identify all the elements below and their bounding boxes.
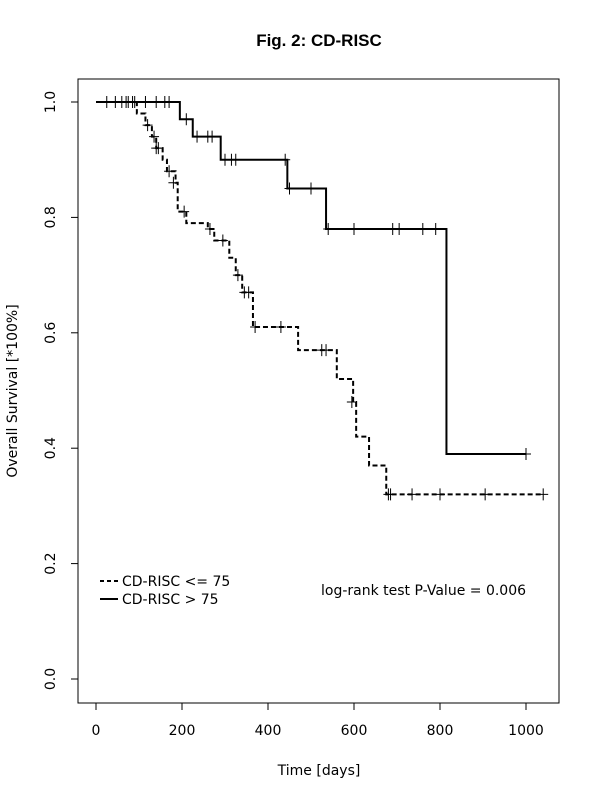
x-axis-label: Time [days] xyxy=(277,763,361,779)
censor-mark xyxy=(230,153,241,166)
plot-frame xyxy=(77,78,560,704)
log-rank-annotation: log-rank test P-Value = 0.006 xyxy=(321,583,526,599)
censor-mark xyxy=(346,396,357,409)
censor-mark xyxy=(538,488,549,501)
x-tick-label: 1000 xyxy=(508,723,544,739)
series-line-1 xyxy=(96,101,526,455)
censor-mark xyxy=(168,176,179,189)
censor-mark xyxy=(181,113,192,126)
censor-mark xyxy=(321,344,332,357)
censor-mark xyxy=(232,269,243,282)
censor-mark xyxy=(435,488,445,501)
x-tick-label: 0 xyxy=(92,723,101,739)
censor-mark xyxy=(385,488,396,501)
censor-mark xyxy=(192,130,203,143)
y-axis: 0.0 0.2 0.4 0.6 0.8 1.0 xyxy=(43,91,79,690)
legend: CD-RISC <= 75 CD-RISC > 75 xyxy=(100,574,230,608)
censor-mark xyxy=(217,234,228,247)
censor-mark xyxy=(243,286,254,299)
censor-mark xyxy=(204,222,215,235)
censor-mark xyxy=(430,222,441,235)
x-tick-label: 600 xyxy=(341,723,368,739)
censor-mark xyxy=(250,321,261,334)
y-tick-label: 0.2 xyxy=(43,552,59,574)
censor-mark xyxy=(417,222,428,235)
censor-mark xyxy=(151,96,162,108)
x-tick-label: 800 xyxy=(427,723,454,739)
censor-mark xyxy=(323,222,334,235)
censor-mark xyxy=(284,182,295,195)
censor-mark xyxy=(275,321,286,334)
censor-mark xyxy=(140,96,151,108)
censor-mark xyxy=(142,119,153,132)
y-tick-label: 0.4 xyxy=(43,437,59,459)
legend-label-high: CD-RISC > 75 xyxy=(122,592,219,608)
chart-title: Fig. 2: CD-RISC xyxy=(256,31,382,50)
censor-mark xyxy=(306,182,316,195)
x-tick-label: 200 xyxy=(169,723,196,739)
y-tick-label: 1.0 xyxy=(43,91,59,113)
censor-mark xyxy=(164,165,175,178)
x-axis: 0 200 400 600 800 1000 xyxy=(92,702,544,739)
series-line-0 xyxy=(96,101,544,496)
censor-mark xyxy=(349,222,359,235)
series-layer xyxy=(96,96,549,501)
censor-mark xyxy=(164,96,175,108)
censor-mark xyxy=(280,153,291,166)
y-tick-label: 0.8 xyxy=(43,206,59,228)
legend-label-low: CD-RISC <= 75 xyxy=(122,574,230,590)
censor-mark xyxy=(521,447,531,460)
censor-mark xyxy=(179,205,190,218)
censor-mark xyxy=(149,130,160,143)
censor-mark xyxy=(207,130,218,143)
y-tick-label: 0.6 xyxy=(43,322,59,344)
censor-mark xyxy=(407,488,418,501)
y-tick-label: 0.0 xyxy=(43,668,59,690)
x-tick-label: 400 xyxy=(255,723,282,739)
censor-mark xyxy=(153,142,164,155)
y-axis-label: Overall Survival [*100%] xyxy=(5,304,21,477)
censor-mark xyxy=(480,488,491,501)
censor-mark xyxy=(394,222,405,235)
